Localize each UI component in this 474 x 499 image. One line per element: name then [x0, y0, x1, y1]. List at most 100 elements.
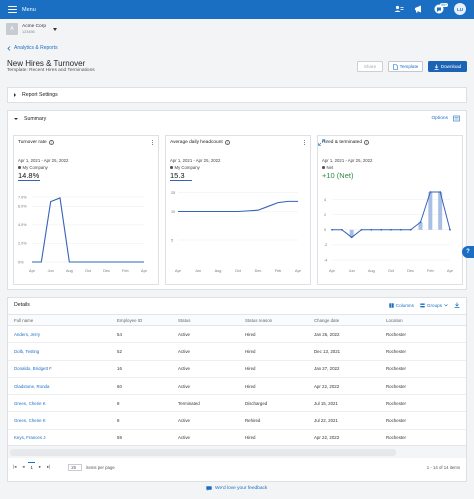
hired-bar — [418, 222, 423, 230]
turnover-rate-card: Turnover rate i Apr 1, 2021 - Apr 25, 202… — [13, 135, 159, 285]
y-tick-label: 0% — [18, 260, 24, 264]
x-tick-label: Apr — [447, 269, 454, 273]
column-header-change-date[interactable]: Change date — [308, 314, 380, 326]
current-page[interactable]: 1 — [28, 461, 36, 470]
cell-location: Rochester — [380, 411, 466, 430]
table-row[interactable]: Dolb, Testing 52 Active Hired Dec 13, 2021 Ro… — [8, 342, 466, 361]
report-settings-section[interactable]: Report Settings — [7, 87, 467, 103]
hamburger-menu-icon[interactable] — [8, 6, 17, 13]
settings-icon[interactable] — [453, 115, 460, 122]
info-icon[interactable]: i — [224, 140, 230, 145]
prev-page-icon[interactable]: ◂ — [22, 464, 25, 469]
more-options-icon[interactable] — [151, 140, 153, 146]
template-subtitle: Template: Recent Hires and Terminations — [7, 68, 95, 73]
last-page-icon[interactable]: ▸| — [47, 464, 51, 469]
net-point — [370, 228, 373, 231]
groups-icon — [420, 303, 425, 307]
notifications-icon[interactable]: 99+ — [434, 3, 448, 14]
page-size-value: 25 — [71, 464, 77, 470]
table-row[interactable]: Keys, Frances J 59 Active Hired Apr 22, 2022… — [8, 429, 466, 448]
cell-employee-id: 16 — [111, 360, 172, 378]
people-icon[interactable] — [394, 4, 404, 14]
cell-status-reason: Hired — [239, 342, 308, 361]
org-logo: A — [6, 23, 18, 35]
card-kpi-value: 14.8% — [18, 171, 40, 180]
x-tick-label: Apr — [141, 269, 148, 273]
card-legend: My Company — [170, 165, 200, 170]
column-header-location[interactable]: Location — [380, 314, 466, 326]
x-tick-label: Aug — [215, 269, 222, 273]
table-row[interactable]: Green, Cherie K 8 Active Rehired Jul 22, 202… — [8, 411, 466, 430]
horizontal-scrollbar[interactable] — [8, 445, 466, 458]
cell-employee-id: 60 — [111, 377, 172, 396]
expand-icon[interactable] — [318, 139, 325, 146]
first-page-icon[interactable]: |◂ — [13, 464, 17, 469]
y-tick-label: 5 — [171, 238, 173, 242]
column-header-status-reason[interactable]: Status reason — [239, 314, 308, 326]
page-size-select[interactable]: 25 — [68, 463, 83, 471]
cell-full-name[interactable]: Donaldo, Bridgett F — [8, 360, 111, 378]
next-page-icon[interactable]: ▸ — [38, 464, 42, 469]
column-header-full-name[interactable]: Full name — [8, 314, 111, 326]
cell-full-name[interactable]: Keys, Frances J — [8, 429, 111, 448]
terminated-bar — [349, 229, 354, 238]
cell-full-name[interactable]: Green, Cherie K — [8, 394, 111, 413]
cell-status-reason: Hired — [239, 377, 308, 396]
more-options-icon[interactable] — [303, 140, 305, 146]
cell-status-reason: Hired — [239, 429, 308, 448]
notifications-badge: 99+ — [440, 3, 448, 7]
average-headcount-chart: 25 10 5 Apr Jun Aug Oct Dec Feb Apr — [171, 191, 302, 273]
cell-status: Active — [172, 411, 239, 430]
chevron-down-icon[interactable] — [53, 27, 57, 31]
net-point — [439, 191, 442, 193]
x-tick-label: Jun — [195, 269, 201, 273]
cell-employee-id: 59 — [111, 429, 172, 448]
cell-full-name[interactable]: Dolb, Testing — [8, 342, 111, 361]
help-button[interactable]: ? — [462, 246, 474, 258]
items-per-page-label: items per page — [86, 464, 115, 470]
download-button[interactable]: Download — [428, 61, 467, 72]
report-settings-label: Report Settings — [22, 92, 58, 98]
org-switcher[interactable]: A Acme Corp 123456 — [6, 23, 57, 35]
legend-dot-icon — [322, 166, 325, 169]
info-icon[interactable]: i — [48, 140, 54, 145]
hired-terminated-chart: 4 2 0 -2 -4 Apr Jun Aug Oct Dec Feb Apr — [324, 191, 454, 273]
column-header-status[interactable]: Status — [172, 314, 239, 326]
feedback-link[interactable]: We'd love your feedback — [206, 486, 267, 491]
turnover-rate-chart: 7.0% 6.0% 4.0% 2.0% 0% Apr Jun Aug Oct Dec Feb Apr — [18, 195, 148, 273]
table-row[interactable]: Green, Cherie K 8 Terminated Discharged Jul … — [8, 394, 466, 413]
x-tick-label: Dec — [407, 269, 414, 273]
hired-bar — [428, 192, 433, 230]
hired-bar — [438, 192, 443, 230]
summary-header[interactable]: Summary — [8, 116, 46, 122]
cell-change-date: Jan 27, 2022 — [308, 360, 380, 378]
table-row[interactable]: Gladstone, Ronda 60 Active Hired Apr 22, 202… — [8, 377, 466, 396]
menu-label[interactable]: Menu — [22, 6, 36, 13]
top-bar: Menu 99+ LU — [0, 0, 474, 19]
cell-location: Rochester — [380, 429, 466, 448]
table-row[interactable]: Donaldo, Bridgett F 16 Active Hired Jan 27, … — [8, 360, 466, 378]
column-header-employee-id[interactable]: Employee ID — [111, 314, 172, 326]
columns-button[interactable]: Columns — [389, 303, 414, 308]
megaphone-icon[interactable] — [414, 4, 424, 14]
cell-full-name[interactable]: Green, Cherie K — [8, 411, 111, 430]
user-avatar[interactable]: LU — [454, 3, 466, 15]
kpi-underline — [18, 180, 40, 181]
template-button-label: Template — [399, 64, 419, 69]
cell-full-name[interactable]: Anders, Jerry — [8, 325, 111, 344]
download-icon[interactable] — [454, 302, 460, 308]
cell-full-name[interactable]: Gladstone, Ronda — [8, 377, 111, 396]
cell-change-date: Apr 22, 2022 — [308, 429, 380, 448]
cell-status-reason: Hired — [239, 325, 308, 344]
back-link[interactable]: Analytics & Reports — [7, 45, 58, 51]
template-button[interactable]: Template — [388, 61, 423, 72]
options-link[interactable]: Options — [431, 116, 448, 121]
y-tick-label: 0 — [324, 228, 326, 232]
scrollbar-thumb[interactable] — [10, 449, 396, 456]
groups-button[interactable]: Groups — [420, 303, 448, 308]
y-tick-label: 4 — [324, 198, 326, 202]
table-row[interactable]: Anders, Jerry 54 Active Hired Jan 26, 2022 Ro… — [8, 325, 466, 344]
info-icon[interactable]: i — [364, 140, 369, 145]
org-id: 123456 — [22, 30, 35, 34]
share-button[interactable]: Share — [357, 61, 383, 72]
